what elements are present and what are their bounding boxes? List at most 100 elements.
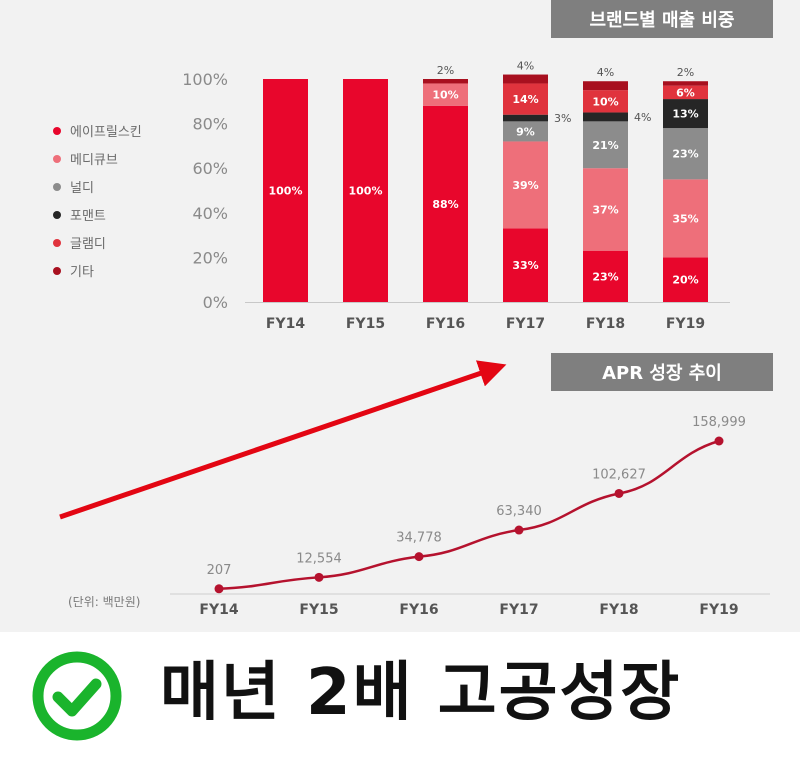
- data-label: 21%: [592, 139, 618, 152]
- legend-label: 널디: [70, 181, 94, 196]
- y-tick-label: 100%: [182, 70, 228, 89]
- x-tick-label: FY16: [399, 602, 438, 618]
- x-tick-label: FY15: [346, 316, 385, 332]
- charts-svg: 브랜드별 매출 비중 APR 성장 추이 0% 20% 40% 60% 80% 100% 1…: [53, 0, 773, 618]
- data-point: [414, 552, 424, 562]
- y-tick-label: 80%: [192, 115, 228, 134]
- bar-segment: [503, 114, 548, 122]
- x-tick-label: FY17: [506, 316, 545, 332]
- line-chart: 207 FY14 12,554 FY15 34,778 FY16 63,340 FY17 102…: [170, 415, 770, 618]
- data-label: 14%: [512, 93, 538, 106]
- legend-label: 메디큐브: [70, 153, 118, 168]
- data-label: 2%: [437, 64, 454, 77]
- data-label: 37%: [592, 203, 618, 216]
- bar-segment: [503, 121, 548, 142]
- legend-marker: [53, 127, 61, 135]
- data-label: 102,627: [592, 467, 646, 482]
- legend-label: 포맨트: [70, 209, 106, 224]
- data-label: 6%: [676, 86, 695, 99]
- bar-segment: [503, 228, 548, 302]
- data-label: 100%: [349, 185, 383, 198]
- growth-arrow: [59, 360, 507, 520]
- series-line: [218, 439, 720, 591]
- bar-segment: [423, 105, 468, 302]
- data-label: 3%: [554, 112, 571, 125]
- data-label: 63,340: [496, 504, 542, 519]
- chart-canvas: 브랜드별 매출 비중 APR 성장 추이 0% 20% 40% 60% 80% 100% 1…: [0, 0, 800, 632]
- y-tick-label: 20%: [192, 248, 228, 267]
- data-label: 4%: [597, 66, 614, 79]
- data-label: 12,554: [296, 551, 342, 566]
- bar-segment: [663, 85, 708, 100]
- bar-segment: [503, 83, 548, 115]
- data-label: 39%: [512, 179, 538, 192]
- data-label: 23%: [592, 270, 618, 283]
- x-tick-label: FY14: [199, 602, 238, 618]
- legend-marker: [53, 211, 61, 219]
- data-label: 4%: [634, 111, 651, 124]
- headline-bar: [0, 632, 800, 762]
- data-label: 88%: [432, 198, 458, 211]
- y-tick-label: 0%: [203, 293, 228, 312]
- legend-label: 에이프릴스킨: [70, 125, 142, 140]
- y-tick-label: 60%: [192, 159, 228, 178]
- stacked-bar-chart: 0% 20% 40% 60% 80% 100% 100% FY14 100% FY15 88% 10%…: [182, 60, 730, 332]
- x-tick-label: FY15: [299, 602, 338, 618]
- x-tick-label: FY18: [599, 602, 638, 618]
- data-label: 158,999: [692, 415, 746, 430]
- bar-chart-title: 브랜드별 매출 비중: [589, 10, 734, 31]
- data-label: 13%: [672, 108, 698, 121]
- bar-segment: [663, 257, 708, 302]
- data-label: 23%: [672, 148, 698, 161]
- legend-label: 글램디: [70, 237, 106, 252]
- data-label: 207: [207, 563, 232, 578]
- data-label: 10%: [592, 95, 618, 108]
- unit-note: (단위: 백만원): [68, 595, 140, 609]
- data-label: 100%: [269, 185, 303, 198]
- y-tick-label: 40%: [192, 204, 228, 223]
- bar-segment: [583, 90, 628, 113]
- x-tick-label: FY16: [426, 316, 465, 332]
- data-label: 10%: [432, 89, 458, 102]
- legend-marker: [53, 239, 61, 247]
- x-tick-label: FY19: [666, 316, 705, 332]
- check-circle-icon: [30, 649, 124, 743]
- data-point: [514, 525, 524, 535]
- bar-segment: [663, 128, 708, 180]
- bar-segment: [503, 141, 548, 229]
- bar-segment: [343, 79, 388, 302]
- bar-segment: [583, 121, 628, 169]
- x-tick-label: FY17: [499, 602, 538, 618]
- headline-text: 매년 2배 고공성장: [160, 656, 682, 730]
- data-label: 35%: [672, 212, 698, 225]
- data-point: [314, 572, 324, 582]
- x-tick-label: FY14: [266, 316, 305, 332]
- bar-segment: [583, 250, 628, 302]
- bar-segment: [583, 168, 628, 251]
- data-label: 33%: [512, 259, 538, 272]
- bar-segment: [663, 179, 708, 258]
- legend-marker: [53, 183, 61, 191]
- line-chart-title: APR 성장 추이: [602, 363, 722, 384]
- data-label: 4%: [517, 60, 534, 73]
- bar-segment: [663, 99, 708, 129]
- data-label: 9%: [516, 125, 535, 138]
- x-tick-label: FY18: [586, 316, 625, 332]
- data-label: 2%: [677, 66, 694, 79]
- data-point: [614, 488, 624, 498]
- legend-marker: [53, 155, 61, 163]
- bar-segment: [263, 79, 308, 302]
- bar-segment: [583, 81, 628, 91]
- legend-label: 기타: [70, 265, 94, 280]
- data-label: 34,778: [396, 531, 442, 546]
- bar-segment: [663, 81, 708, 86]
- data-point: [214, 584, 224, 594]
- bar-chart-title-banner: [551, 0, 773, 38]
- bar-segment: [423, 83, 468, 106]
- bar-segment: [423, 79, 468, 84]
- bar-segment: [503, 74, 548, 84]
- line-chart-title-banner: [551, 353, 773, 391]
- x-tick-label: FY19: [699, 602, 738, 618]
- data-label: 20%: [672, 274, 698, 287]
